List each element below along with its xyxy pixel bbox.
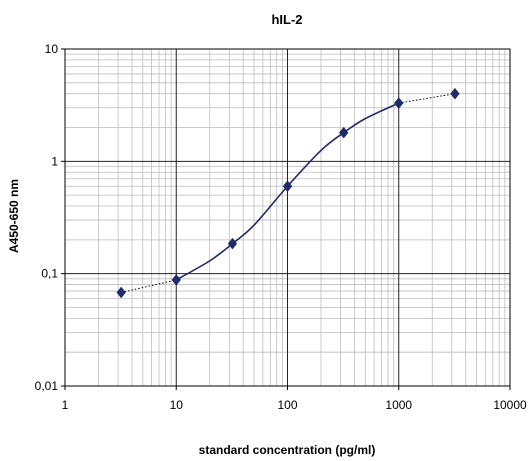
data-point-marker	[171, 274, 181, 286]
x-tick-label: 10	[170, 398, 184, 412]
x-axis-title: standard concentration (pg/ml)	[199, 443, 376, 457]
data-point-marker	[227, 237, 238, 250]
data-point-marker	[450, 87, 460, 100]
data-point-marker	[338, 126, 349, 139]
x-tick-label: 1	[62, 398, 69, 412]
y-tick-label: 1	[51, 154, 58, 168]
data-point-marker	[394, 97, 404, 109]
x-tick-label: 1000	[385, 398, 412, 412]
y-tick-label: 0,1	[41, 267, 58, 281]
chart-title: hIL-2	[271, 12, 302, 27]
y-tick-label: 10	[45, 42, 59, 56]
y-tick-label: 0,01	[35, 379, 59, 393]
data-point-marker	[116, 286, 126, 299]
fit-curve-dotted-left	[121, 279, 177, 293]
fit-curve-dotted-right	[398, 93, 456, 104]
y-axis-ticks: 0,01 0,1 1 10	[35, 42, 65, 393]
y-axis-title: A450-650 nm	[7, 179, 21, 253]
data-markers	[116, 87, 460, 299]
x-axis-ticks: 1 10 100 1000 10000	[62, 386, 527, 412]
x-tick-label: 100	[277, 398, 297, 412]
data-point-marker	[282, 180, 293, 193]
x-tick-label: 10000	[493, 398, 527, 412]
